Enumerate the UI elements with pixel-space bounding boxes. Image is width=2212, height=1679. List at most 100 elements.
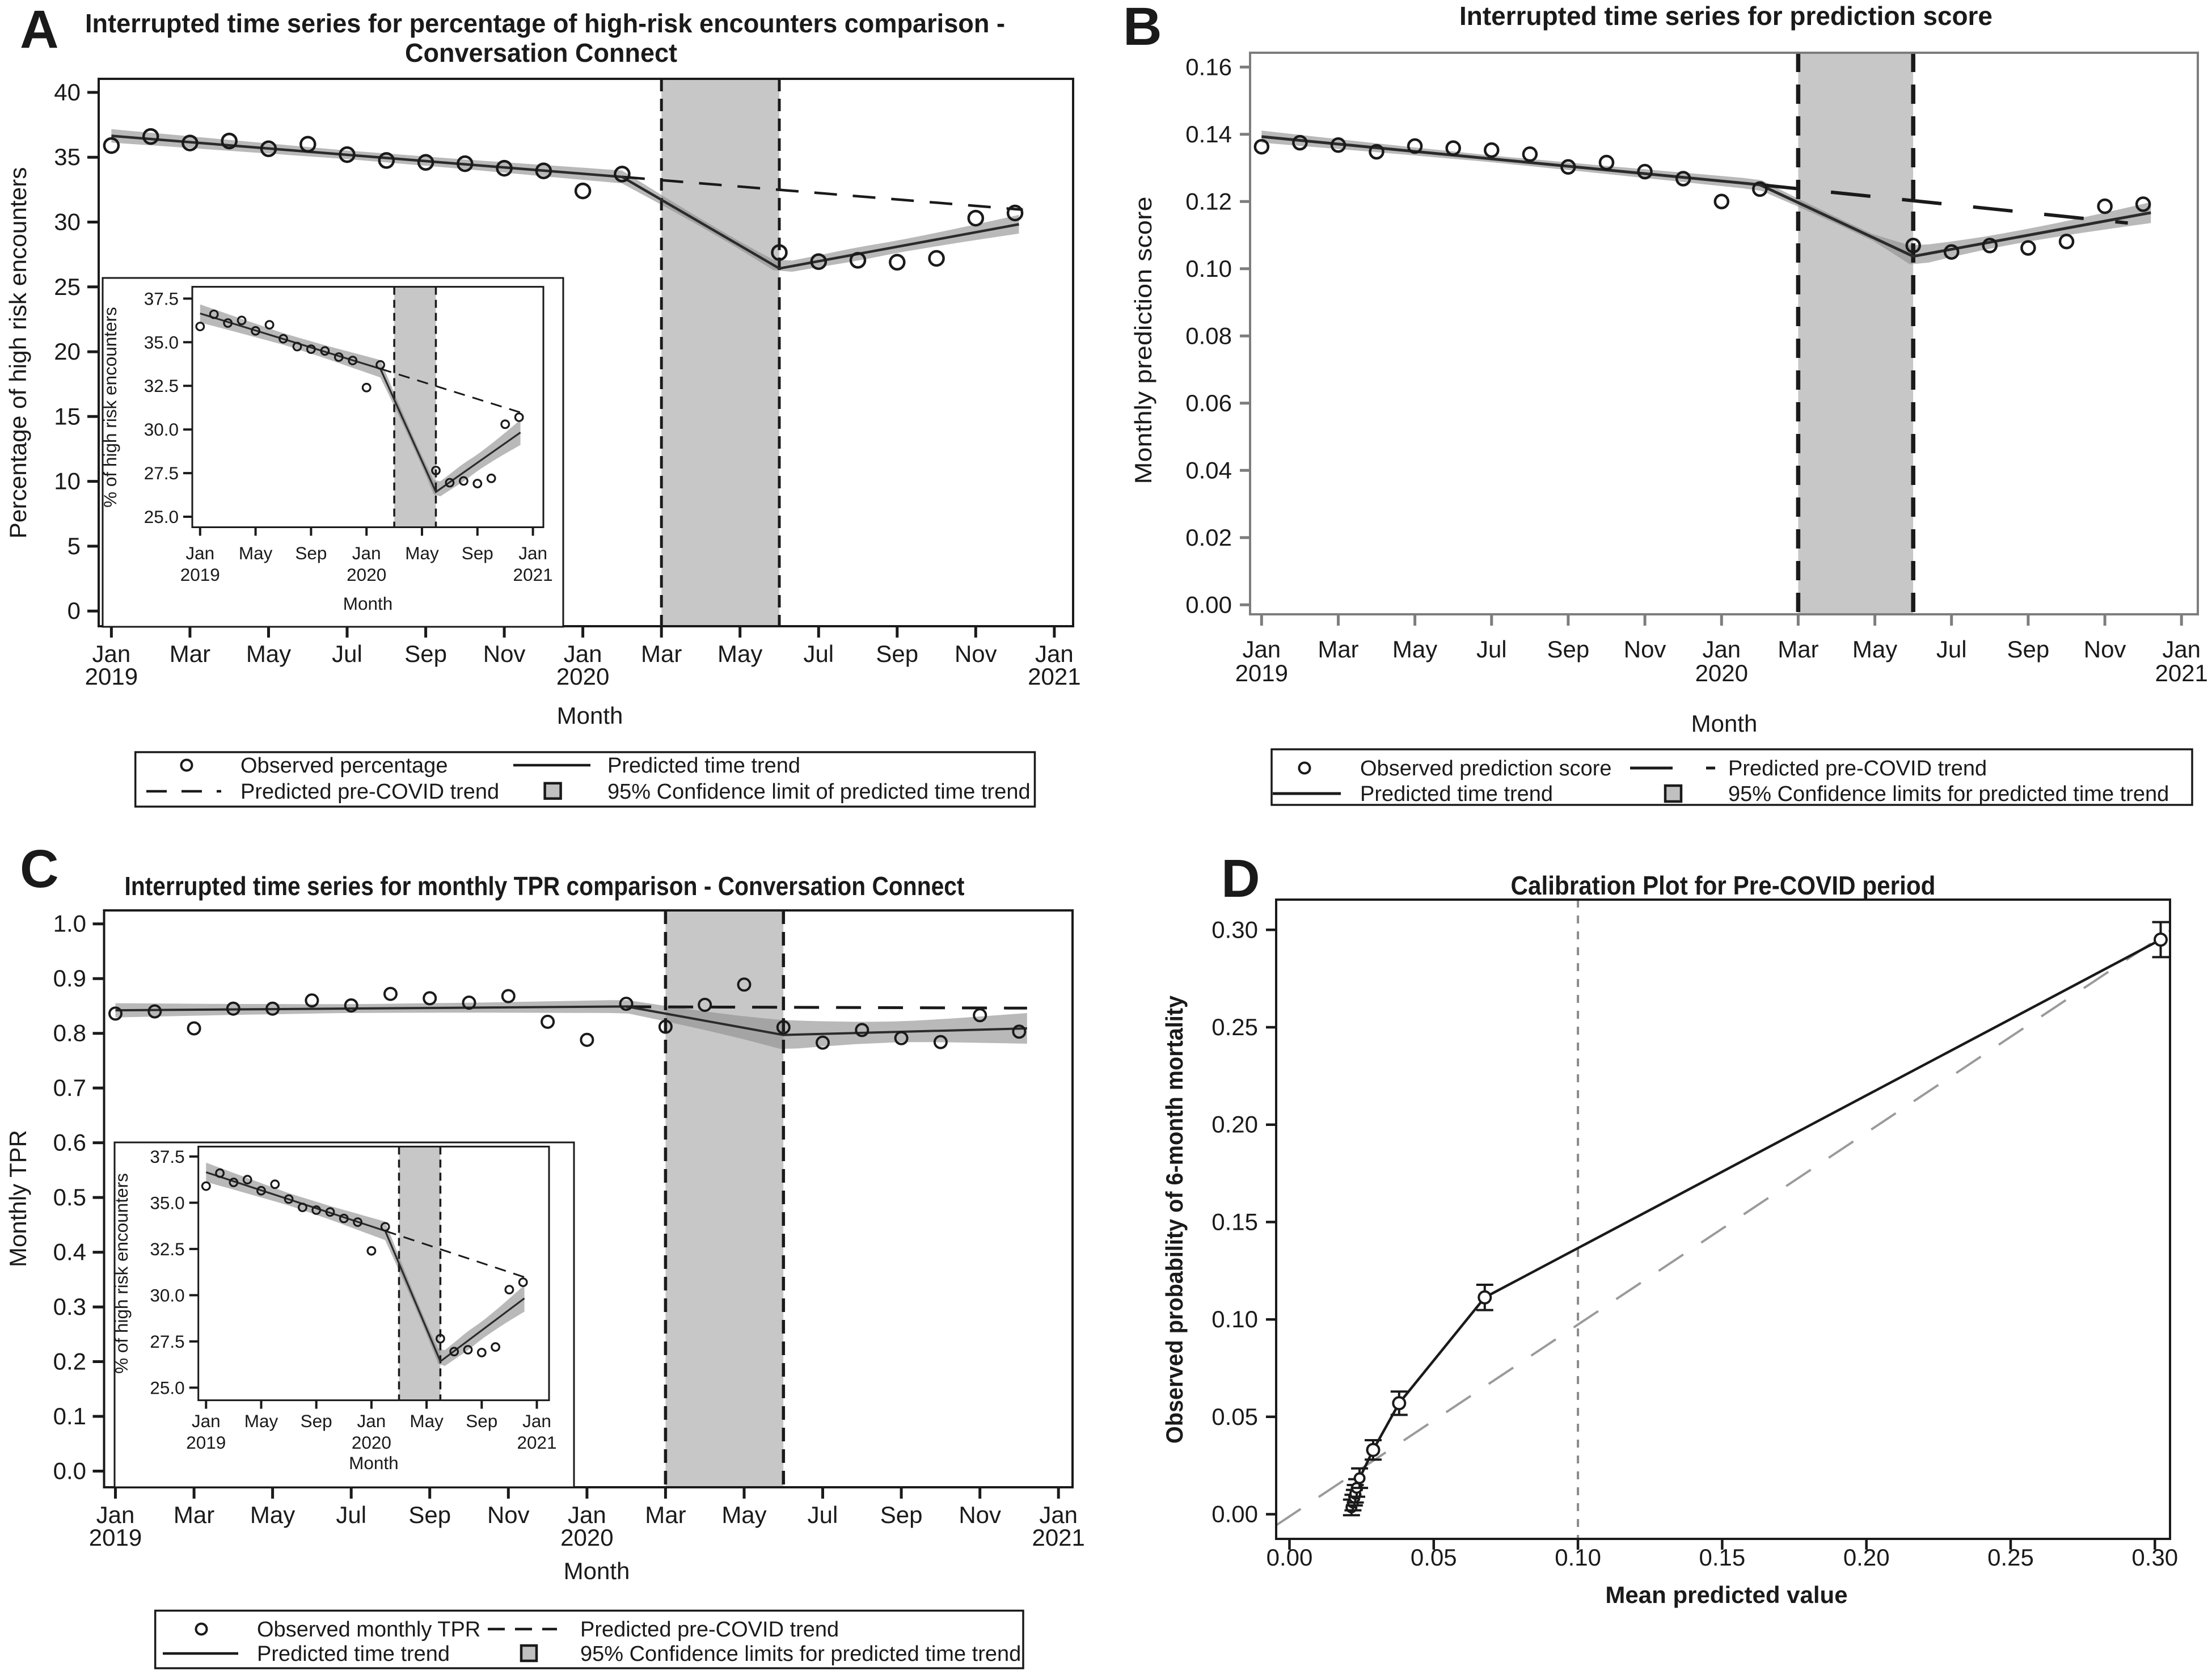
- svg-text:0.3: 0.3: [53, 1293, 86, 1320]
- svg-text:Jan: Jan: [1702, 636, 1741, 663]
- svg-text:0.15: 0.15: [1699, 1544, 1746, 1571]
- svg-text:32.5: 32.5: [150, 1239, 184, 1259]
- svg-text:May: May: [721, 1501, 766, 1528]
- svg-text:0.00: 0.00: [1211, 1501, 1258, 1528]
- svg-text:0.05: 0.05: [1411, 1544, 1457, 1571]
- svg-text:0.02: 0.02: [1185, 524, 1232, 551]
- svg-text:Conversation Connect: Conversation Connect: [405, 38, 677, 68]
- svg-text:Percentage of high risk encoun: Percentage of high risk encounters: [5, 167, 31, 539]
- svg-text:2021: 2021: [1028, 663, 1080, 690]
- svg-text:C: C: [20, 839, 59, 899]
- svg-text:Jul: Jul: [803, 640, 834, 667]
- svg-text:Jul: Jul: [332, 640, 362, 667]
- svg-text:40: 40: [54, 79, 81, 106]
- svg-text:Jan: Jan: [357, 1411, 386, 1431]
- svg-text:Jan: Jan: [1242, 636, 1281, 663]
- svg-text:0.8: 0.8: [53, 1020, 86, 1047]
- svg-text:0.2: 0.2: [53, 1348, 86, 1375]
- svg-text:0.7: 0.7: [53, 1074, 86, 1101]
- svg-text:Monthly prediction score: Monthly prediction score: [1130, 197, 1156, 484]
- svg-text:Predicted time trend: Predicted time trend: [257, 1642, 450, 1666]
- svg-text:May: May: [244, 1411, 278, 1431]
- svg-text:Jul: Jul: [336, 1501, 366, 1528]
- svg-text:Observed percentage: Observed percentage: [240, 754, 448, 778]
- svg-text:Mar: Mar: [170, 640, 210, 667]
- svg-text:0.25: 0.25: [1987, 1544, 2034, 1571]
- svg-text:May: May: [1392, 636, 1437, 663]
- svg-text:Sep: Sep: [1547, 636, 1590, 663]
- svg-text:Predicted pre-COVID trend: Predicted pre-COVID trend: [240, 780, 499, 804]
- svg-text:0.20: 0.20: [1843, 1544, 1890, 1571]
- svg-text:0.16: 0.16: [1185, 53, 1232, 80]
- svg-text:Mar: Mar: [641, 640, 682, 667]
- svg-text:2021: 2021: [2155, 660, 2207, 686]
- svg-text:Predicted time trend: Predicted time trend: [607, 754, 800, 778]
- svg-text:Sep: Sep: [404, 640, 447, 667]
- svg-text:2021: 2021: [517, 1432, 556, 1453]
- svg-text:% of high risk encounters: % of high risk encounters: [100, 307, 120, 508]
- svg-text:2019: 2019: [1235, 660, 1288, 686]
- svg-text:10: 10: [54, 468, 81, 495]
- svg-text:0: 0: [67, 597, 81, 624]
- svg-text:2019: 2019: [85, 663, 138, 690]
- svg-text:2020: 2020: [556, 663, 609, 690]
- svg-text:Interrupted time series for pr: Interrupted time series for prediction s…: [1459, 1, 1993, 31]
- svg-text:Jan: Jan: [352, 543, 381, 563]
- svg-text:Jul: Jul: [808, 1501, 838, 1528]
- svg-text:27.5: 27.5: [144, 463, 179, 483]
- svg-text:95% Confidence limits for pred: 95% Confidence limits for predicted time…: [580, 1642, 1021, 1666]
- svg-text:Predicted pre-COVID trend: Predicted pre-COVID trend: [1728, 757, 1987, 781]
- svg-text:0.30: 0.30: [2131, 1544, 2178, 1571]
- svg-text:0.05: 0.05: [1211, 1403, 1258, 1430]
- svg-text:Jan: Jan: [2162, 636, 2201, 663]
- svg-text:25.0: 25.0: [150, 1377, 184, 1398]
- svg-text:Sep: Sep: [295, 543, 327, 563]
- svg-text:Mar: Mar: [645, 1501, 686, 1528]
- svg-text:2020: 2020: [352, 1432, 391, 1453]
- svg-text:May: May: [246, 640, 291, 667]
- svg-text:May: May: [1852, 636, 1897, 663]
- svg-text:95% Confidence limit of predic: 95% Confidence limit of predicted time t…: [607, 780, 1031, 804]
- svg-text:2019: 2019: [89, 1524, 142, 1551]
- svg-text:A: A: [20, 0, 59, 60]
- svg-text:% of high risk encounters: % of high risk encounters: [111, 1173, 132, 1374]
- svg-text:Sep: Sep: [408, 1501, 451, 1528]
- svg-text:27.5: 27.5: [150, 1331, 184, 1352]
- svg-text:0.14: 0.14: [1185, 121, 1232, 147]
- svg-text:Jan: Jan: [522, 1411, 551, 1431]
- svg-text:Interrupted time series for mo: Interrupted time series for monthly TPR …: [125, 871, 965, 901]
- svg-text:B: B: [1123, 0, 1162, 57]
- svg-text:Month: Month: [349, 1453, 399, 1473]
- svg-text:Jan: Jan: [518, 543, 547, 563]
- svg-text:Month: Month: [564, 1558, 630, 1584]
- svg-text:Jan: Jan: [92, 640, 131, 667]
- svg-text:0.4: 0.4: [53, 1239, 86, 1265]
- svg-text:32.5: 32.5: [144, 376, 179, 396]
- svg-text:0.10: 0.10: [1555, 1544, 1601, 1571]
- svg-text:Jan: Jan: [1039, 1501, 1078, 1528]
- svg-text:0.9: 0.9: [53, 965, 86, 992]
- svg-text:2019: 2019: [180, 564, 220, 585]
- svg-text:0.10: 0.10: [1185, 255, 1232, 282]
- svg-text:30.0: 30.0: [144, 419, 179, 440]
- svg-text:0.30: 0.30: [1211, 916, 1258, 943]
- svg-text:Sep: Sep: [462, 543, 493, 563]
- svg-text:2019: 2019: [186, 1432, 226, 1453]
- svg-text:2020: 2020: [347, 564, 386, 585]
- svg-text:95% Confidence limits for pred: 95% Confidence limits for predicted time…: [1728, 782, 2169, 806]
- svg-text:0.0: 0.0: [53, 1458, 86, 1484]
- svg-text:Nov: Nov: [2084, 636, 2126, 663]
- svg-text:2021: 2021: [1032, 1524, 1084, 1551]
- svg-text:Interrupted time series for pe: Interrupted time series for percentage o…: [85, 9, 1005, 38]
- svg-text:0.00: 0.00: [1185, 591, 1232, 618]
- svg-text:20: 20: [54, 338, 81, 365]
- svg-text:35: 35: [54, 144, 81, 170]
- svg-text:15: 15: [54, 403, 81, 429]
- svg-text:Mar: Mar: [1778, 636, 1818, 663]
- svg-text:0.15: 0.15: [1211, 1208, 1258, 1235]
- svg-text:37.5: 37.5: [150, 1146, 184, 1167]
- svg-text:Mar: Mar: [174, 1501, 214, 1528]
- svg-text:0.04: 0.04: [1185, 457, 1232, 483]
- svg-text:Jul: Jul: [1476, 636, 1507, 663]
- svg-text:Sep: Sep: [880, 1501, 923, 1528]
